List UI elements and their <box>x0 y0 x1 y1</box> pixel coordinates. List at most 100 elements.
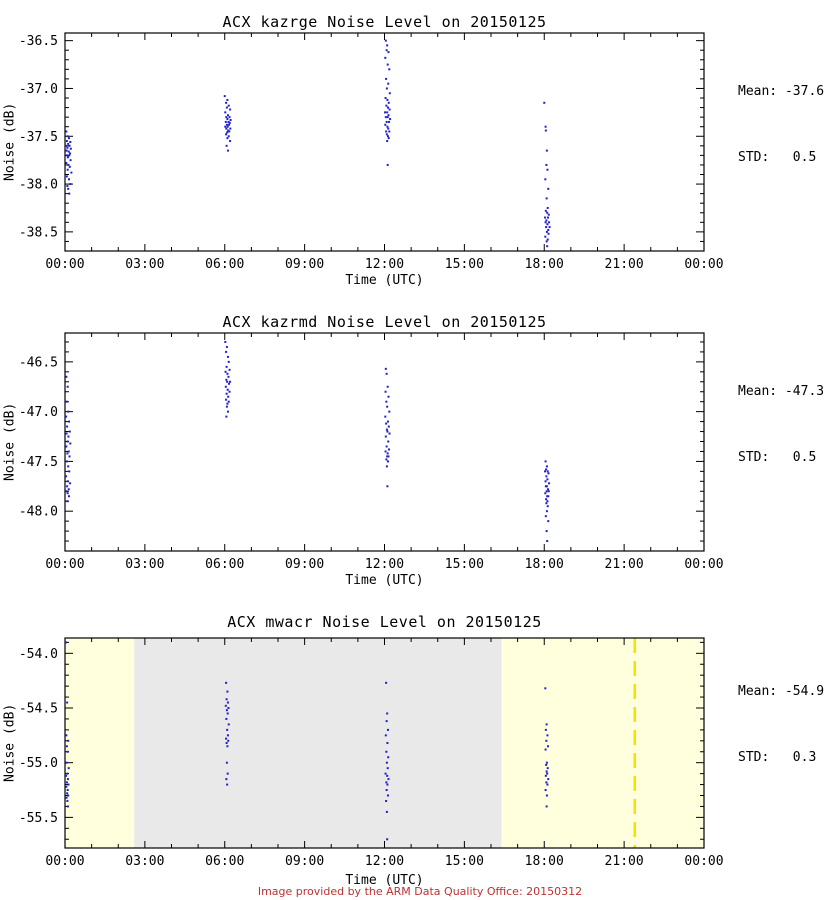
data-point <box>386 125 389 128</box>
data-point <box>386 455 389 458</box>
data-point <box>545 794 548 797</box>
data-point <box>388 432 391 435</box>
x-tick-label: 09:00 <box>285 854 324 869</box>
data-point <box>69 152 72 155</box>
data-point <box>66 425 69 428</box>
data-point <box>224 120 227 123</box>
data-point <box>385 372 388 375</box>
data-point <box>226 388 229 391</box>
data-point <box>544 129 547 132</box>
data-point <box>547 495 550 498</box>
data-point <box>547 213 550 216</box>
data-point <box>67 488 70 491</box>
data-point <box>385 422 388 425</box>
data-point <box>546 500 549 503</box>
data-point <box>544 178 547 181</box>
data-point <box>386 794 389 797</box>
data-point <box>65 415 68 418</box>
data-point <box>228 382 231 385</box>
x-tick-label: 00:00 <box>45 257 84 272</box>
data-point <box>228 130 231 133</box>
x-tick-label: 18:00 <box>525 557 564 572</box>
data-point <box>224 370 227 373</box>
y-tick-label: -55.5 <box>19 811 58 826</box>
data-point <box>66 778 69 781</box>
data-point <box>547 490 550 493</box>
data-point <box>69 482 72 485</box>
data-point <box>384 415 387 418</box>
kazrmd-noise-scatter-chart: 00:00 03:00 06:00 09:00 12:00 15:00 18:00 21:00… <box>19 332 724 572</box>
data-point <box>386 485 389 488</box>
data-point <box>226 355 229 358</box>
data-point <box>225 133 228 136</box>
data-point <box>226 690 229 693</box>
data-point <box>385 133 388 136</box>
data-point <box>227 707 230 709</box>
data-point <box>225 350 228 353</box>
x-tick-label: 12:00 <box>365 557 404 572</box>
data-point <box>66 492 69 495</box>
data-point <box>388 410 391 413</box>
chart-title-mwacr: ACX mwacr Noise Level on 20150125 <box>227 613 542 631</box>
data-point <box>226 402 229 405</box>
x-tick-label: 00:00 <box>684 257 723 272</box>
x-tick-label: 06:00 <box>205 257 244 272</box>
data-point <box>226 380 229 383</box>
x-tick-label: 00:00 <box>45 854 84 869</box>
data-point <box>67 150 70 153</box>
data-point <box>545 510 548 513</box>
data-point <box>544 216 547 219</box>
data-point <box>547 187 550 190</box>
data-point <box>69 183 72 186</box>
data-point <box>226 745 229 748</box>
data-point <box>225 761 228 764</box>
x-tick-label: 15:00 <box>445 557 484 572</box>
x-tick-label: 18:00 <box>525 257 564 272</box>
data-point <box>389 118 392 121</box>
y-axis-label: Noise (dB) <box>2 703 18 783</box>
data-point <box>546 216 549 219</box>
data-point <box>227 375 230 378</box>
data-point <box>546 734 549 737</box>
data-point <box>65 162 68 165</box>
data-point <box>387 82 390 85</box>
data-point <box>223 95 226 98</box>
data-point <box>544 460 547 463</box>
data-point <box>384 367 387 370</box>
data-point <box>68 455 71 458</box>
data-point <box>545 465 548 468</box>
data-point <box>546 211 549 214</box>
data-point <box>385 428 388 431</box>
data-point <box>66 701 69 704</box>
data-point <box>386 420 389 423</box>
data-point <box>224 125 227 128</box>
data-point <box>545 805 548 808</box>
x-tick-label: 06:00 <box>205 557 244 572</box>
mean-text: Mean: -47.3 <box>738 384 825 399</box>
data-point <box>69 141 72 143</box>
data-point <box>545 761 548 764</box>
data-point <box>384 390 387 393</box>
data-point <box>547 232 550 235</box>
gray-band <box>134 638 502 848</box>
data-point <box>386 140 389 143</box>
data-point <box>65 774 68 777</box>
data-point <box>544 774 547 777</box>
panel-kazrmd: 00:00 03:00 06:00 09:00 12:00 15:00 18:00 21:00… <box>0 300 840 600</box>
data-point <box>545 230 548 233</box>
x-tick-label: 18:00 <box>525 854 564 869</box>
data-point <box>227 395 230 398</box>
data-point <box>544 485 547 488</box>
data-point <box>384 116 387 119</box>
data-point <box>66 440 69 443</box>
data-point <box>545 163 548 166</box>
data-point <box>225 116 228 119</box>
stats-annotation-mwacr: Mean: -54.9 STD: 0.3 <box>738 637 824 813</box>
data-point <box>226 114 229 117</box>
data-point <box>65 149 68 152</box>
data-point <box>228 123 231 126</box>
data-point <box>226 772 229 775</box>
data-point <box>225 778 228 781</box>
data-point <box>545 530 548 533</box>
data-point <box>547 472 550 475</box>
